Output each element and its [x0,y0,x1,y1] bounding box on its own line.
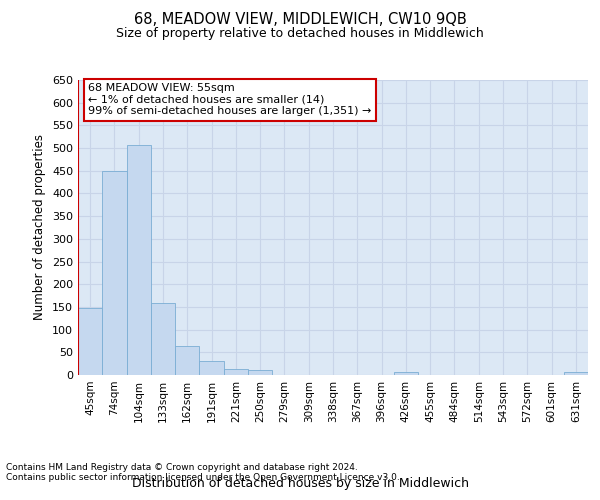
Y-axis label: Number of detached properties: Number of detached properties [34,134,46,320]
Bar [151,303,175,375]
Text: 68, MEADOW VIEW, MIDDLEWICH, CW10 9QB: 68, MEADOW VIEW, MIDDLEWICH, CW10 9QB [134,12,466,28]
Bar [127,145,151,375]
Bar [175,346,199,375]
Text: Distribution of detached houses by size in Middlewich: Distribution of detached houses by size … [131,477,469,490]
Bar [248,370,272,375]
Bar [102,171,127,375]
Bar [224,368,248,375]
Text: Size of property relative to detached houses in Middlewich: Size of property relative to detached ho… [116,28,484,40]
Bar [78,308,102,375]
Bar [199,362,224,375]
Bar [394,372,418,375]
Text: 68 MEADOW VIEW: 55sqm
← 1% of detached houses are smaller (14)
99% of semi-detac: 68 MEADOW VIEW: 55sqm ← 1% of detached h… [88,83,371,116]
Bar [564,372,588,375]
Text: Contains public sector information licensed under the Open Government Licence v3: Contains public sector information licen… [6,474,400,482]
Text: Contains HM Land Registry data © Crown copyright and database right 2024.: Contains HM Land Registry data © Crown c… [6,464,358,472]
